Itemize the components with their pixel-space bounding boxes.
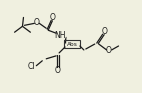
Text: O: O	[33, 18, 39, 27]
Text: O: O	[49, 13, 55, 22]
Text: NH: NH	[54, 31, 66, 40]
Polygon shape	[64, 37, 67, 44]
Text: O: O	[106, 46, 112, 55]
Text: Abs: Abs	[67, 42, 77, 46]
Text: O: O	[55, 66, 61, 75]
Text: Cl: Cl	[28, 62, 35, 71]
Text: O: O	[102, 27, 108, 36]
